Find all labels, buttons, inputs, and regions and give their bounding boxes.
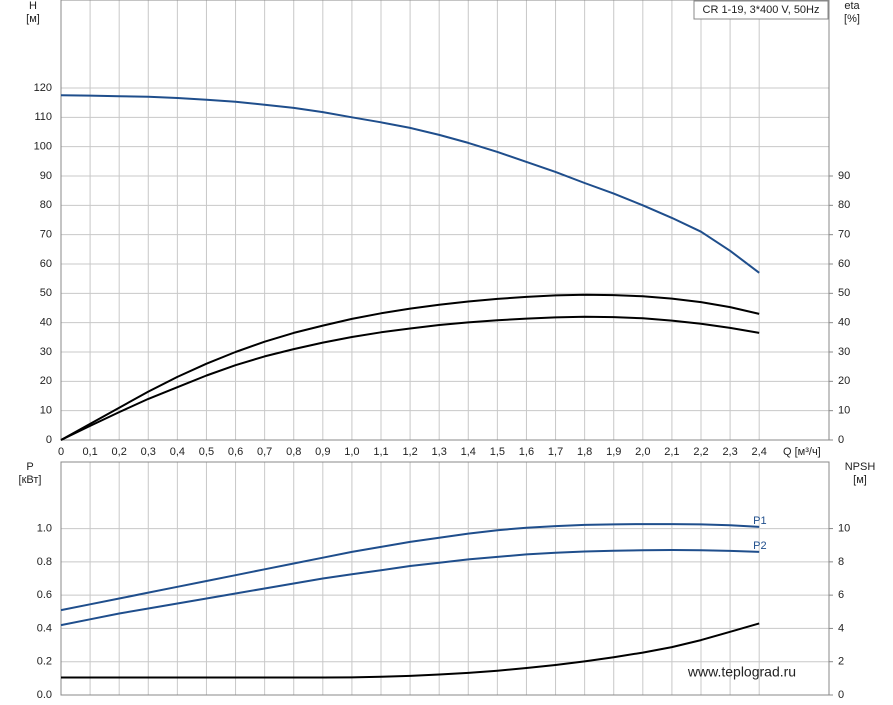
- x-tick-label: 1,4: [461, 446, 476, 458]
- y2-tick-label: 6: [838, 589, 844, 601]
- y-tick-label: 90: [40, 170, 52, 182]
- y-tick-label: 120: [34, 82, 52, 94]
- y-tick-label: 60: [40, 258, 52, 270]
- y-tick-label: 80: [40, 199, 52, 211]
- y-tick-label: 0.8: [37, 556, 52, 568]
- y-tick-label: 110: [34, 111, 52, 123]
- y-tick-label: 100: [34, 141, 52, 153]
- y2-tick-label: 10: [838, 522, 850, 534]
- axis-unit: [кВт]: [19, 474, 42, 486]
- x-tick-label: 0,9: [315, 446, 330, 458]
- x-tick-label: 2,2: [693, 446, 708, 458]
- y2-tick-label: 20: [838, 375, 850, 387]
- curve: [60, 549, 760, 627]
- curve: [60, 523, 760, 612]
- y-tick-label: 0.2: [37, 656, 52, 668]
- axis-label: eta: [844, 0, 860, 12]
- x-tick-label: 1,5: [490, 446, 505, 458]
- y2-tick-label: 60: [838, 258, 850, 270]
- y-tick-label: 0.0: [37, 689, 52, 701]
- y-tick-label: 50: [40, 287, 52, 299]
- y-tick-label: 40: [40, 317, 52, 329]
- y2-tick-label: 2: [838, 656, 844, 668]
- x-tick-label: 2,0: [635, 446, 650, 458]
- series-label: P2: [753, 540, 766, 552]
- plot-frame: [60, 0, 830, 441]
- x-tick-label: 2,3: [722, 446, 737, 458]
- axis-label: H: [29, 0, 37, 12]
- x-tick-label: 0,3: [141, 446, 156, 458]
- x-axis-label: Q [м³/ч]: [783, 446, 821, 458]
- x-tick-label: 0: [58, 446, 64, 458]
- x-tick-label: 1,9: [606, 446, 621, 458]
- curve: [60, 315, 760, 441]
- y2-tick-label: 0: [838, 689, 844, 701]
- y2-tick-label: 10: [838, 405, 850, 417]
- y-tick-label: 1.0: [37, 522, 52, 534]
- x-tick-label: 0,5: [199, 446, 214, 458]
- chart-title: CR 1-19, 3*400 V, 50Hz: [703, 4, 820, 16]
- x-tick-label: 1,6: [519, 446, 534, 458]
- x-tick-label: 2,1: [664, 446, 679, 458]
- axis-label: NPSH: [845, 461, 876, 473]
- x-tick-label: 0,2: [112, 446, 127, 458]
- y-tick-label: 20: [40, 375, 52, 387]
- x-tick-label: 0,8: [286, 446, 301, 458]
- x-tick-label: 2,4: [752, 446, 767, 458]
- axis-unit: [м]: [26, 13, 40, 25]
- curve: [60, 94, 760, 274]
- x-tick-label: 1,7: [548, 446, 563, 458]
- axis-unit: [м]: [853, 474, 867, 486]
- y2-tick-label: 50: [838, 287, 850, 299]
- y2-tick-label: 40: [838, 317, 850, 329]
- y-tick-label: 0.6: [37, 589, 52, 601]
- y2-tick-label: 0: [838, 434, 844, 446]
- y2-tick-label: 80: [838, 199, 850, 211]
- x-tick-label: 1,8: [577, 446, 592, 458]
- y2-tick-label: 8: [838, 556, 844, 568]
- curve: [60, 293, 760, 441]
- title-box: [693, 0, 829, 20]
- y2-tick-label: 4: [838, 622, 844, 634]
- y2-tick-label: 30: [838, 346, 850, 358]
- plot-frame: [60, 461, 830, 696]
- x-tick-label: 0,4: [170, 446, 185, 458]
- y-tick-label: 0: [46, 434, 52, 446]
- x-tick-label: 0,6: [228, 446, 243, 458]
- y2-tick-label: 90: [838, 170, 850, 182]
- y-tick-label: 30: [40, 346, 52, 358]
- axis-unit: [%]: [844, 13, 860, 25]
- y2-tick-label: 70: [838, 229, 850, 241]
- series-label: P1: [753, 515, 766, 527]
- y-tick-label: 10: [40, 405, 52, 417]
- x-tick-label: 1,2: [402, 446, 417, 458]
- watermark: www.teplograd.ru: [687, 664, 796, 680]
- x-tick-label: 0,7: [257, 446, 272, 458]
- x-tick-label: 1,3: [432, 446, 447, 458]
- x-tick-label: 1,1: [373, 446, 388, 458]
- y-tick-label: 70: [40, 229, 52, 241]
- x-tick-label: 1,0: [344, 446, 359, 458]
- x-tick-label: 0,1: [82, 446, 97, 458]
- y-tick-label: 0.4: [37, 622, 52, 634]
- curve: [61, 622, 760, 679]
- axis-label: P: [26, 461, 33, 473]
